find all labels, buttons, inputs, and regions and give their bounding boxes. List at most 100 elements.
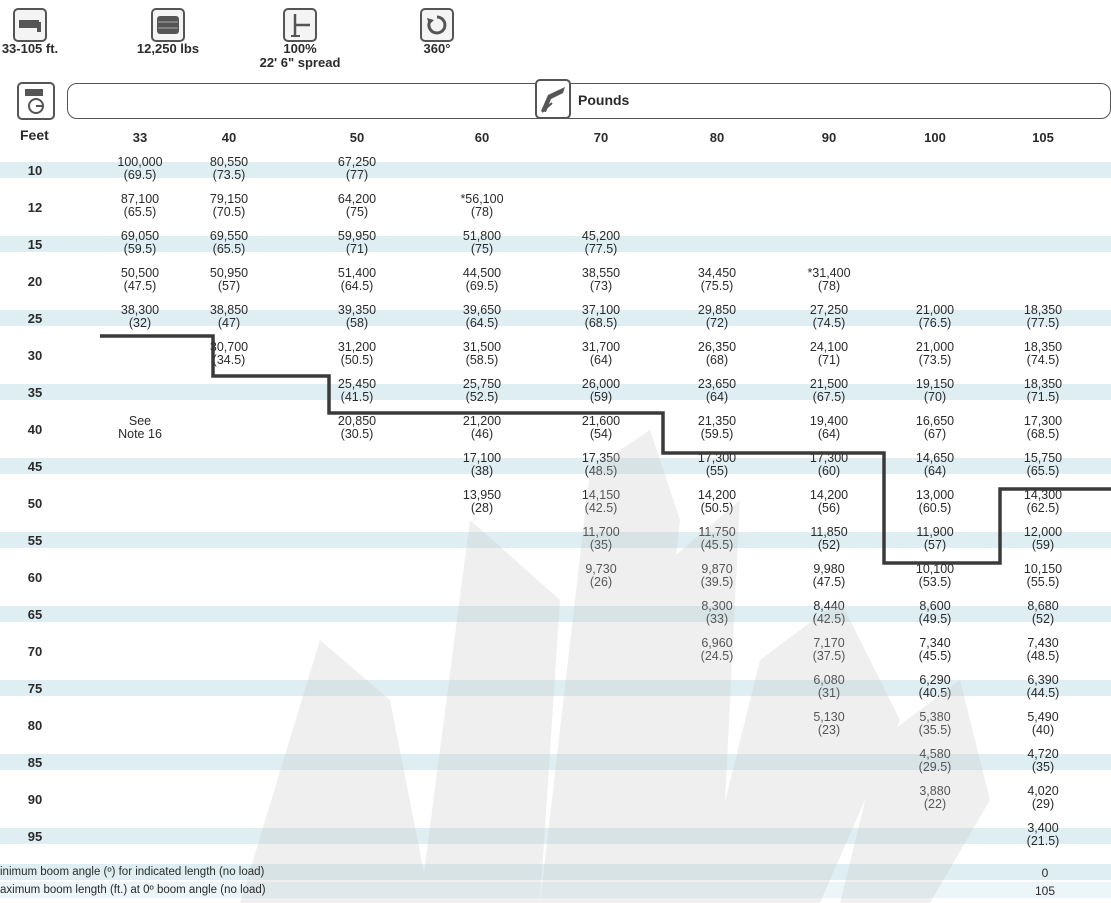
boom-angle: (47)	[217, 316, 241, 330]
load-cell: 17,300 (68.5)	[1001, 415, 1085, 441]
load-value: 67,250	[337, 155, 377, 169]
load-value: 17,350	[581, 451, 621, 465]
load-cell: 3,880(22)	[893, 785, 977, 811]
load-cell: See Note 16	[98, 415, 182, 441]
load-value: 50,950	[209, 266, 249, 280]
load-cell: 6,080(31)	[787, 674, 871, 700]
load-cell: 27,250 (74.5)	[787, 304, 871, 330]
boom-angle: (65.5)	[1026, 464, 1060, 478]
load-cell: 80,550 (73.5)	[187, 156, 271, 182]
boom-angle: (52.5)	[465, 390, 499, 404]
load-cell: 21,000 (76.5)	[893, 304, 977, 330]
boom-angle: (58.5)	[465, 353, 499, 367]
boom-angle: (55)	[705, 464, 729, 478]
load-value: 9,980	[813, 562, 845, 576]
load-cell: 87,100 (65.5)	[98, 193, 182, 219]
load-cell: 24,100 (71)	[787, 341, 871, 367]
load-cell: 8,680 (52)	[1001, 600, 1085, 626]
boom-angle: (68.5)	[584, 316, 618, 330]
boom-angle: (69.5)	[123, 168, 157, 182]
load-value: 21,600	[581, 414, 621, 428]
load-value: 31,700	[581, 340, 621, 354]
load-value: 7,340	[919, 636, 951, 650]
boom-angle: (48.5)	[559, 465, 643, 478]
load-value: *56,100	[460, 192, 504, 206]
row-radius-label: 45	[27, 459, 43, 474]
header-bar	[67, 83, 1111, 119]
boom-angle: (29)	[1031, 797, 1055, 811]
load-value: 79,150	[209, 192, 249, 206]
row-band	[0, 384, 1111, 400]
row-radius-label: 35	[27, 385, 43, 400]
boom-angle: (47.5)	[123, 279, 157, 293]
column-header: 90	[821, 130, 837, 145]
boom-angle: (67)	[923, 427, 947, 441]
load-value: 24,100	[809, 340, 849, 354]
load-value: 11,700	[559, 526, 643, 539]
load-cell: 6,960(24.5)	[675, 637, 759, 663]
row-band	[0, 458, 1111, 474]
load-value: 39,650	[462, 303, 502, 317]
load-cell: 11,700(35)	[559, 526, 643, 552]
row-radius-label: 40	[27, 422, 43, 437]
load-cell: *31,400 (78)	[787, 267, 871, 293]
load-value: 4,580	[893, 748, 977, 761]
load-value: 21,500	[809, 377, 849, 391]
load-value: 80,550	[209, 155, 249, 169]
load-value: 44,500	[462, 266, 502, 280]
boom-angle: (45.5)	[675, 539, 759, 552]
boom-angle: (64.5)	[340, 279, 374, 293]
row-radius-label: 15	[27, 237, 43, 252]
load-cell: 10,150 (55.5)	[1001, 563, 1085, 589]
load-value: 38,550	[581, 266, 621, 280]
load-value: 13,950	[462, 488, 502, 502]
boom-angle: (67.5)	[812, 390, 846, 404]
row-radius-label: 60	[27, 570, 43, 585]
column-header: 40	[221, 130, 237, 145]
boom-angle: (29.5)	[893, 761, 977, 774]
row-radius-label: 10	[27, 163, 43, 178]
load-value: 8,680	[1027, 599, 1059, 613]
load-cell: 20,850 (30.5)	[315, 415, 399, 441]
row-radius-label: 55	[27, 533, 43, 548]
load-value: 9,730	[559, 563, 643, 576]
boom-angle: (54)	[589, 427, 613, 441]
load-value: 39,350	[337, 303, 377, 317]
spec-sublabel: 22' 6" spread	[259, 55, 341, 70]
load-cell: 51,800 (75)	[440, 230, 524, 256]
load-cell: 21,200 (46)	[440, 415, 524, 441]
load-value: 18,350	[1023, 303, 1063, 317]
load-value: 6,290	[919, 673, 951, 687]
load-value: 14,200	[809, 488, 849, 502]
load-value: 14,300	[1023, 488, 1063, 502]
boom-angle: (71)	[817, 353, 841, 367]
boom-angle: (68)	[705, 353, 729, 367]
load-value: 8,300	[675, 600, 759, 613]
column-header: 33	[132, 130, 148, 145]
boom-angle: (77.5)	[1026, 316, 1060, 330]
load-cell: 50,950 (57)	[187, 267, 271, 293]
load-value: 4,020	[1027, 784, 1059, 798]
boom-angle: (26)	[559, 576, 643, 589]
load-cell: 18,350 (71.5)	[1001, 378, 1085, 404]
boom-angle: (41.5)	[340, 390, 374, 404]
row-band	[0, 310, 1111, 326]
boom-angle: (70)	[923, 390, 947, 404]
boom-angle: (72)	[705, 316, 729, 330]
load-cell: 8,440(42.5)	[787, 600, 871, 626]
load-cell: 14,200 (50.5)	[675, 489, 759, 515]
boom-angle: (62.5)	[1026, 501, 1060, 515]
load-value: 14,150	[559, 489, 643, 502]
boom-angle: (32)	[128, 316, 152, 330]
boom-angle: (39.5)	[675, 576, 759, 589]
load-value: 19,400	[809, 414, 849, 428]
note-max-boom-length-value: 105	[1034, 884, 1056, 898]
boom-angle: (77.5)	[584, 242, 618, 256]
load-cell: 14,200 (56)	[787, 489, 871, 515]
load-value: 7,170	[787, 637, 871, 650]
load-value: 6,080	[787, 674, 871, 687]
load-value: 18,350	[1023, 377, 1063, 391]
boom-angle: (65.5)	[212, 242, 246, 256]
unit-label: Pounds	[578, 92, 630, 108]
boom-angle: (53.5)	[918, 575, 952, 589]
